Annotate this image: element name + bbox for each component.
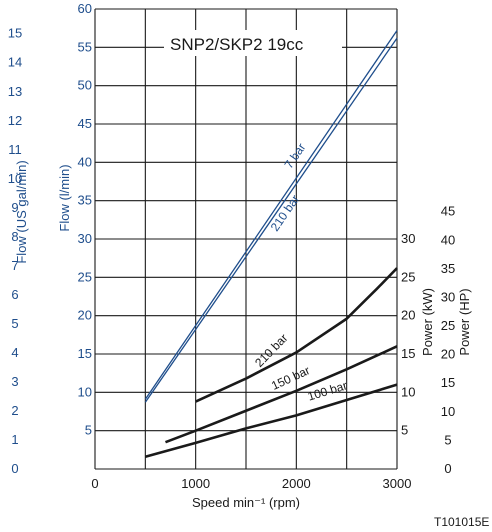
power-hp-tick-label: 0 (444, 461, 451, 476)
flow-lpm-tick-label: 25 (78, 269, 92, 284)
power-kw-axis-title: Power (kW) (420, 288, 435, 356)
x-axis-title: Speed min⁻¹ (rpm) (192, 495, 300, 510)
power-line (165, 345, 398, 444)
x-tick-label: 1000 (181, 476, 210, 491)
flow-line (144, 37, 398, 403)
power-hp-tick-label: 30 (441, 289, 455, 304)
flow-gpm-tick-label: 8 (11, 229, 18, 244)
power-label-100bar: 100 bar (306, 378, 349, 403)
flow-gpm-tick-label: 0 (11, 461, 18, 476)
flow-gpm-tick-label: 13 (8, 84, 22, 99)
flow-gpm-tick-label: 12 (8, 113, 22, 128)
flow-gpm-tick-label: 10 (8, 171, 22, 186)
flow-gpm-tick-label: 4 (11, 345, 18, 360)
power-hp-tick-label: 20 (441, 347, 455, 362)
power-kw-tick-label: 25 (401, 269, 415, 284)
tick-labels: 0 1000 2000 3000510152025303540455055600123… (8, 1, 455, 491)
flow-gpm-tick-label: 6 (11, 287, 18, 302)
flow-lpm-tick-label: 55 (78, 39, 92, 54)
flow-gpm-tick-label: 11 (8, 142, 22, 157)
x-tick-label: 3000 (383, 476, 412, 491)
power-kw-tick-label: 10 (401, 384, 415, 399)
chart-title: SNP2/SKP2 19cc (170, 35, 304, 54)
flow-lpm-tick-label: 15 (78, 346, 92, 361)
power-hp-tick-label: 5 (444, 432, 451, 447)
power-hp-axis-title: Power (HP) (457, 288, 472, 355)
power-hp-tick-label: 35 (441, 261, 455, 276)
power-hp-tick-label: 15 (441, 375, 455, 390)
power-hp-tick-label: 40 (441, 232, 455, 247)
power-hp-tick-label: 10 (441, 404, 455, 419)
power-kw-tick-label: 5 (401, 423, 408, 438)
power-label-150bar: 150 bar (269, 363, 312, 393)
series-lines (144, 30, 398, 458)
power-line (144, 383, 398, 458)
flow-lpm-tick-label: 45 (78, 116, 92, 131)
flow-lpm-tick-label: 50 (78, 78, 92, 93)
flow-gpm-tick-label: 7 (11, 258, 18, 273)
grid (94, 8, 398, 470)
x-tick-label: 0 (91, 476, 98, 491)
flow-gpm-tick-label: 5 (11, 316, 18, 331)
flow-gpm-tick-label: 2 (11, 403, 18, 418)
flow-gpm-tick-label: 14 (8, 55, 22, 70)
power-kw-tick-label: 30 (401, 231, 415, 246)
flow-gpm-axis-title: Flow (US gal/min) (14, 160, 29, 263)
power-kw-tick-label: 20 (401, 308, 415, 323)
flow-lpm-tick-label: 60 (78, 1, 92, 16)
flow-gpm-tick-label: 1 (11, 432, 18, 447)
flow-gpm-tick-label: 15 (8, 26, 22, 41)
flow-lpm-tick-label: 35 (78, 193, 92, 208)
power-hp-tick-label: 25 (441, 318, 455, 333)
flow-lpm-tick-label: 20 (78, 308, 92, 323)
flow-lpm-tick-label: 10 (78, 384, 92, 399)
x-tick-label: 2000 (282, 476, 311, 491)
flow-lpm-axis-title: Flow (l/min) (57, 164, 72, 231)
power-hp-tick-label: 45 (441, 204, 455, 219)
title-backdrop (164, 30, 342, 56)
figure-code: T101015E (434, 515, 489, 529)
flow-line (144, 30, 398, 400)
flow-lpm-tick-label: 40 (78, 154, 92, 169)
flow-lpm-tick-label: 5 (85, 423, 92, 438)
flow-lpm-tick-label: 30 (78, 231, 92, 246)
axis-titles: Flow (US gal/min) Flow (l/min) Power (kW) P… (14, 160, 472, 510)
flow-gpm-tick-label: 9 (11, 200, 18, 215)
power-line (195, 267, 398, 403)
power-kw-tick-label: 15 (401, 346, 415, 361)
flow-gpm-tick-label: 3 (11, 374, 18, 389)
